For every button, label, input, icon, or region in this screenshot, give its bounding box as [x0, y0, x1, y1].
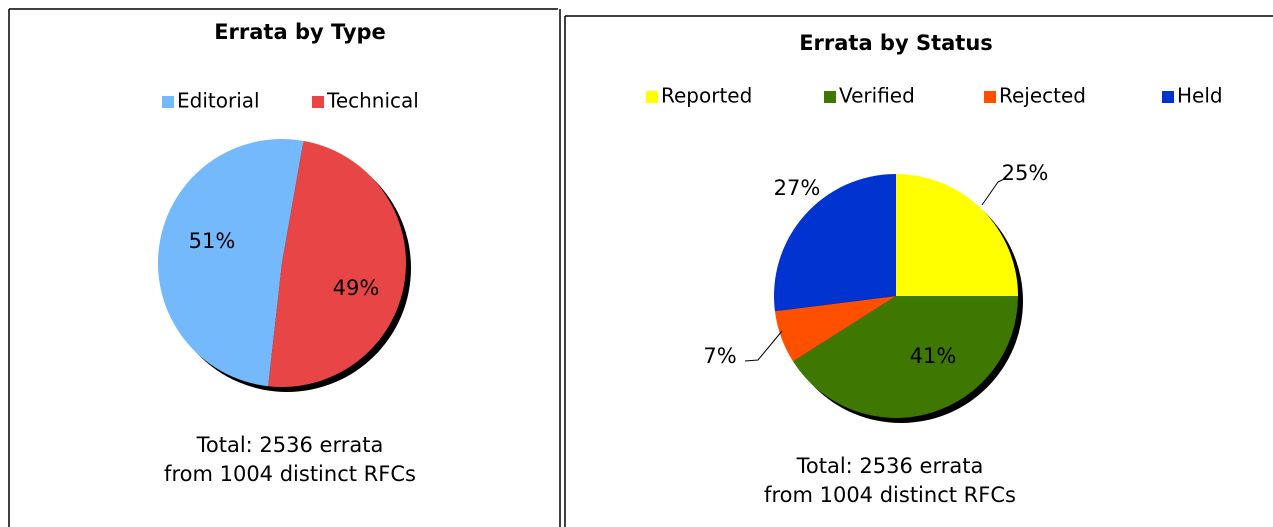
legend-swatch [162, 96, 174, 108]
pie-slice [157, 138, 304, 387]
legend-label: Reported [661, 84, 752, 108]
legend-label: Rejected [999, 84, 1086, 108]
leader-line [744, 330, 783, 362]
data-label: 25% [1002, 161, 1049, 185]
pie-slice [792, 296, 1018, 418]
data-label: 27% [774, 176, 821, 200]
footnote: from 1004 distinct RFCs [164, 462, 416, 486]
legend-swatch [646, 91, 658, 103]
chart-title: Errata by Type [214, 20, 386, 44]
footnote: Total: 2536 errata [196, 433, 384, 457]
data-label: 41% [910, 344, 957, 368]
legend-swatch [984, 91, 996, 103]
legend-label: Verified [839, 84, 915, 108]
data-label: 49% [333, 276, 380, 300]
footnote: Total: 2536 errata [796, 454, 984, 478]
pie-slice [774, 174, 896, 312]
pie-chart: Errata by Status Reported Verified Rejected… [646, 31, 1223, 507]
legend-swatch [824, 91, 836, 103]
leader-line [981, 177, 1007, 206]
chart-title: Errata by Status [799, 31, 993, 55]
frame [8, 8, 1273, 527]
legend-swatch [312, 96, 324, 108]
legend-swatch [1162, 91, 1174, 103]
pie-slice [896, 174, 1018, 296]
pie-slice [268, 140, 406, 387]
legend-label: Held [1177, 84, 1223, 108]
footnote: from 1004 distinct RFCs [764, 483, 1016, 507]
data-label: 51% [189, 229, 236, 253]
pie-chart: Errata by Type Editorial Technical 51% 49% To… [157, 20, 419, 486]
legend-label: Technical [326, 89, 419, 113]
data-label: 7% [703, 344, 736, 368]
pie-slice [774, 296, 896, 362]
legend-label: Editorial [177, 89, 260, 113]
